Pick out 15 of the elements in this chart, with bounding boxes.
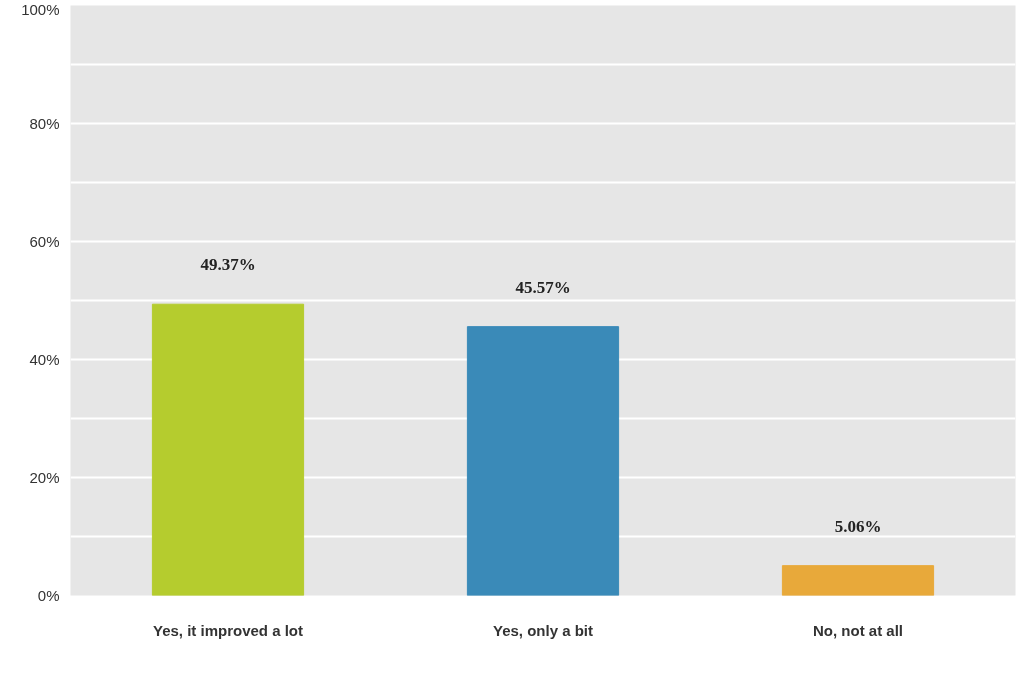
data-label: 45.57% bbox=[515, 277, 571, 297]
y-tick-label: 40% bbox=[29, 351, 60, 368]
y-tick-label: 20% bbox=[29, 469, 60, 486]
y-tick-label: 100% bbox=[21, 0, 60, 18]
x-tick-label: No, not at all bbox=[813, 621, 903, 639]
y-tick-label: 60% bbox=[29, 233, 60, 250]
data-label: 5.06% bbox=[834, 516, 882, 536]
x-tick-label: Yes, only a bit bbox=[492, 621, 594, 639]
y-tick-label: 0% bbox=[37, 587, 60, 604]
bar bbox=[466, 326, 620, 596]
data-label: 49.37% bbox=[200, 255, 256, 275]
y-tick-label: 80% bbox=[29, 115, 60, 132]
bar bbox=[151, 303, 305, 596]
bar bbox=[781, 565, 935, 596]
x-tick-label: Yes, it improved a lot bbox=[152, 621, 304, 639]
